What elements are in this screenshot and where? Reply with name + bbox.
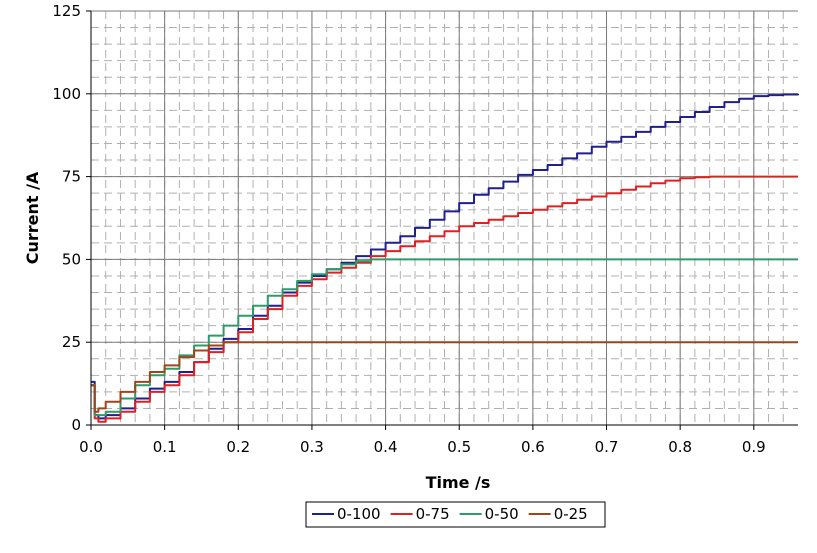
legend-label-0-50: 0-50 <box>485 505 519 523</box>
x-tick-label: 0.6 <box>521 438 545 456</box>
series-line-0-100 <box>91 93 799 420</box>
y-tick-label: 125 <box>52 2 81 20</box>
y-tick-label: 0 <box>71 416 81 434</box>
series-line-0-75 <box>91 175 798 423</box>
y-tick-label: 25 <box>62 333 81 351</box>
series-line-0-25 <box>91 341 798 413</box>
x-tick-label: 0.4 <box>374 438 398 456</box>
x-tick-label: 0.9 <box>742 438 766 456</box>
legend: 0-100 0-75 0-50 0-25 <box>305 501 606 528</box>
x-tick-label: 0.3 <box>300 438 324 456</box>
x-tick-label: 0.0 <box>79 438 103 456</box>
series-line-0-50 <box>91 258 798 417</box>
x-axis-title: Time /s <box>426 473 491 492</box>
y-tick-label: 75 <box>62 168 81 186</box>
legend-label-0-75: 0-75 <box>416 505 450 523</box>
x-tick-label: 0.8 <box>668 438 692 456</box>
x-tick-label: 0.2 <box>226 438 250 456</box>
x-ticks: 0.0 0.1 0.2 0.3 0.4 0.5 0.6 0.7 0.8 0.9 <box>79 425 766 456</box>
x-tick-label: 0.7 <box>595 438 619 456</box>
y-ticks: 0 25 50 75 100 125 <box>52 2 91 434</box>
x-tick-label: 0.1 <box>153 438 177 456</box>
legend-box <box>305 501 606 528</box>
y-tick-label: 50 <box>62 250 81 268</box>
legend-label-0-25: 0-25 <box>554 505 588 523</box>
legend-label-0-100: 0-100 <box>337 505 381 523</box>
y-tick-label: 100 <box>52 85 81 103</box>
series-layer <box>91 93 799 423</box>
y-axis-title: Current /A <box>23 171 42 264</box>
x-tick-label: 0.5 <box>447 438 471 456</box>
